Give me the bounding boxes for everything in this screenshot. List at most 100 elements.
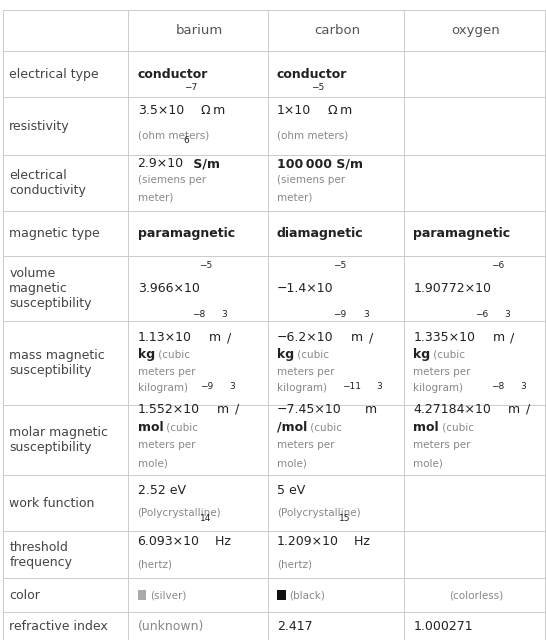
- Text: 1.000271: 1.000271: [413, 620, 473, 633]
- Text: 3: 3: [377, 381, 382, 391]
- Text: 3.5×10: 3.5×10: [138, 104, 184, 116]
- Text: 3: 3: [221, 310, 227, 319]
- Text: −9: −9: [200, 381, 213, 391]
- Text: meters per: meters per: [413, 367, 471, 376]
- Text: (cubic: (cubic: [430, 350, 465, 360]
- Text: refractive index: refractive index: [9, 620, 108, 633]
- Text: 1.209×10: 1.209×10: [277, 535, 339, 548]
- Text: (siemens per: (siemens per: [138, 175, 206, 185]
- Text: (cubic: (cubic: [307, 422, 342, 432]
- Text: −7: −7: [184, 83, 197, 92]
- Bar: [138, 590, 146, 600]
- Text: m: m: [360, 403, 377, 416]
- Text: kg: kg: [277, 348, 294, 362]
- Text: mass magnetic
susceptibility: mass magnetic susceptibility: [9, 349, 105, 377]
- Text: Hz: Hz: [211, 535, 231, 548]
- Text: mole): mole): [138, 458, 168, 468]
- Text: Ω m: Ω m: [324, 104, 353, 116]
- Text: −1.4×10: −1.4×10: [277, 282, 334, 295]
- Text: volume
magnetic
susceptibility: volume magnetic susceptibility: [9, 267, 92, 310]
- Text: 3.966×10: 3.966×10: [138, 282, 199, 295]
- Text: 1.552×10: 1.552×10: [138, 403, 200, 416]
- Text: kg: kg: [413, 348, 430, 362]
- Text: meters per: meters per: [138, 440, 195, 450]
- Text: −5: −5: [334, 261, 347, 270]
- Text: electrical
conductivity: electrical conductivity: [9, 169, 86, 197]
- Text: (colorless): (colorless): [449, 590, 503, 600]
- Text: /mol: /mol: [277, 420, 307, 434]
- Text: 2.9×10: 2.9×10: [138, 157, 183, 170]
- Text: 3: 3: [363, 310, 369, 319]
- Text: −6: −6: [476, 310, 489, 319]
- Text: meters per: meters per: [277, 440, 334, 450]
- Text: 5 eV: 5 eV: [277, 484, 305, 497]
- Text: 3: 3: [520, 381, 526, 391]
- Text: 6: 6: [183, 136, 189, 145]
- Text: (cubic: (cubic: [439, 422, 474, 432]
- Text: 1×10: 1×10: [277, 104, 311, 116]
- Text: −11: −11: [342, 381, 360, 391]
- Text: −9: −9: [334, 310, 347, 319]
- Text: m: m: [205, 331, 221, 344]
- Text: m: m: [505, 403, 520, 416]
- Text: 1.90772×10: 1.90772×10: [413, 282, 491, 295]
- Text: 100 000 S/m: 100 000 S/m: [277, 157, 363, 170]
- Text: 15: 15: [339, 514, 351, 524]
- Text: −5: −5: [311, 83, 324, 92]
- Text: (Polycrystalline): (Polycrystalline): [277, 508, 360, 518]
- Text: (cubic: (cubic: [155, 350, 189, 360]
- Text: kilogram): kilogram): [138, 383, 188, 392]
- Text: meters per: meters per: [277, 367, 334, 376]
- Text: 3: 3: [229, 381, 235, 391]
- Text: m: m: [213, 403, 229, 416]
- Text: /: /: [369, 331, 373, 344]
- Text: 2.417: 2.417: [277, 620, 312, 633]
- Text: (unknown): (unknown): [138, 620, 204, 633]
- Text: carbon: carbon: [314, 24, 360, 37]
- Text: paramagnetic: paramagnetic: [138, 227, 235, 240]
- Text: work function: work function: [9, 497, 94, 509]
- Text: (ohm meters): (ohm meters): [277, 131, 348, 141]
- Text: /: /: [526, 403, 531, 416]
- Text: −8: −8: [192, 310, 205, 319]
- Text: mol: mol: [413, 420, 439, 434]
- Text: 3: 3: [505, 310, 511, 319]
- Text: (cubic: (cubic: [163, 422, 198, 432]
- Text: paramagnetic: paramagnetic: [413, 227, 511, 240]
- Text: −5: −5: [199, 261, 213, 270]
- Text: /: /: [511, 331, 515, 344]
- Text: /: /: [227, 331, 231, 344]
- Text: (black): (black): [289, 590, 325, 600]
- Text: color: color: [9, 589, 40, 602]
- Text: S/m: S/m: [189, 157, 221, 170]
- Text: −6.2×10: −6.2×10: [277, 331, 334, 344]
- Text: Hz: Hz: [351, 535, 370, 548]
- Text: Ω m: Ω m: [197, 104, 225, 116]
- Text: meter): meter): [277, 192, 312, 202]
- Text: mol: mol: [138, 420, 163, 434]
- Text: (cubic: (cubic: [294, 350, 329, 360]
- Text: m: m: [347, 331, 363, 344]
- Text: electrical type: electrical type: [9, 68, 99, 81]
- Text: 1.13×10: 1.13×10: [138, 331, 192, 344]
- Text: 2.52 eV: 2.52 eV: [138, 484, 186, 497]
- Text: oxygen: oxygen: [452, 24, 500, 37]
- Text: m: m: [489, 331, 505, 344]
- Text: meter): meter): [138, 192, 173, 202]
- Text: molar magnetic
susceptibility: molar magnetic susceptibility: [9, 426, 108, 454]
- Text: barium: barium: [176, 24, 223, 37]
- Text: 6.093×10: 6.093×10: [138, 535, 200, 548]
- Text: magnetic type: magnetic type: [9, 227, 100, 240]
- Text: conductor: conductor: [138, 68, 208, 81]
- Text: (ohm meters): (ohm meters): [138, 131, 209, 141]
- Text: conductor: conductor: [277, 68, 347, 81]
- Text: threshold
frequency: threshold frequency: [9, 541, 72, 568]
- Text: (hertz): (hertz): [138, 559, 173, 569]
- Text: kilogram): kilogram): [413, 383, 464, 392]
- Text: diamagnetic: diamagnetic: [277, 227, 364, 240]
- Text: 14: 14: [200, 514, 211, 524]
- Text: (Polycrystalline): (Polycrystalline): [138, 508, 221, 518]
- Text: meters per: meters per: [413, 440, 471, 450]
- Text: (silver): (silver): [150, 590, 187, 600]
- Text: meters per: meters per: [138, 367, 195, 376]
